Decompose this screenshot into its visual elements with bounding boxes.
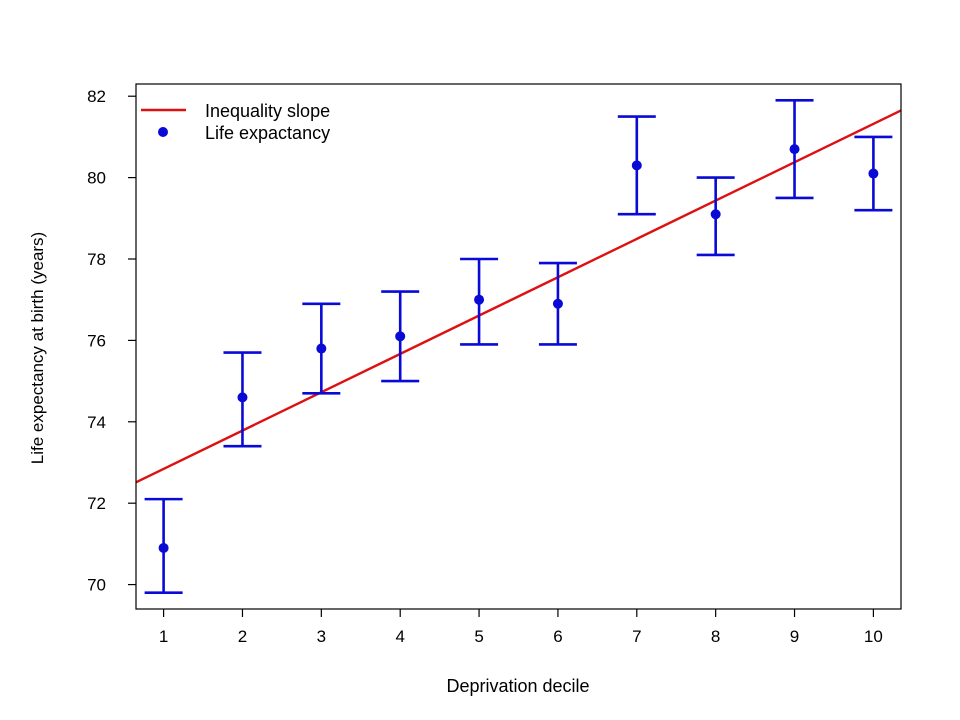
legend-swatch-life-expactancy [158, 127, 168, 137]
y-tick-label: 74 [87, 413, 106, 432]
data-point [158, 542, 169, 553]
x-tick-label: 4 [395, 627, 404, 646]
x-tick-label: 5 [474, 627, 483, 646]
data-point-group [223, 351, 262, 448]
data-point-group [696, 176, 735, 257]
inequality-slope-line [136, 109, 901, 484]
data-point-group [617, 115, 656, 216]
y-axis-label: Life expectancy at birth (years) [28, 232, 47, 464]
data-point-group [538, 261, 577, 346]
data-point-group [144, 497, 183, 595]
plot-frame [135, 83, 902, 610]
data-point [710, 209, 721, 220]
data-point [237, 392, 248, 403]
data-point-group [854, 135, 893, 212]
x-tick-label: 10 [864, 627, 883, 646]
x-axis-label: Deprivation decile [446, 676, 589, 696]
x-tick-label: 7 [632, 627, 641, 646]
x-tick-label: 8 [711, 627, 720, 646]
x-tick-label: 6 [553, 627, 562, 646]
x-tick-label: 2 [238, 627, 247, 646]
y-tick-label: 72 [87, 494, 106, 513]
data-point [631, 160, 642, 171]
data-point-group [302, 302, 341, 395]
y-tick-label: 78 [87, 250, 106, 269]
x-tick-label: 9 [790, 627, 799, 646]
legend-label-life-expactancy: Life expactancy [205, 123, 330, 143]
x-tick-label: 3 [317, 627, 326, 646]
data-point [395, 331, 406, 342]
y-tick-label: 82 [87, 87, 106, 106]
data-point-group [775, 98, 814, 200]
data-point [552, 298, 563, 309]
data-point [789, 144, 800, 155]
data-point [474, 294, 485, 305]
legend-label-inequality-slope: Inequality slope [205, 101, 330, 121]
data-point [316, 343, 327, 354]
y-tick-label: 76 [87, 331, 106, 350]
data-point [868, 168, 879, 179]
y-tick-label: 70 [87, 576, 106, 595]
plot-layer [136, 98, 901, 595]
y-tick-label: 80 [87, 169, 106, 188]
data-point-group [460, 257, 499, 346]
x-tick-label: 1 [159, 627, 168, 646]
data-point-group [381, 290, 420, 383]
